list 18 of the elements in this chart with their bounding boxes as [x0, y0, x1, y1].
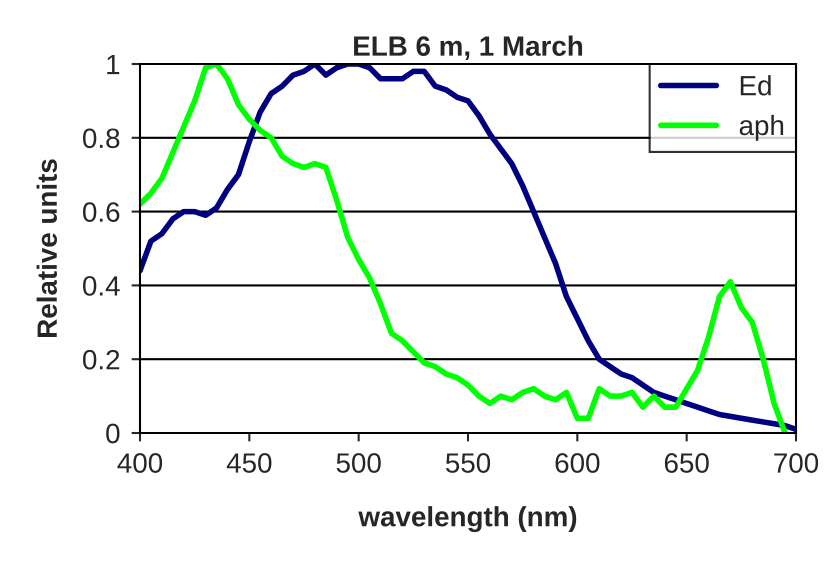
y-tick-label: 0.4 — [83, 276, 120, 296]
y-axis-title: Relative units — [36, 159, 58, 337]
y-tick-label: 1 — [107, 54, 120, 74]
x-tick-label: 450 — [226, 453, 272, 473]
x-tick-label: 700 — [774, 453, 818, 473]
legend-label: Ed — [740, 75, 771, 96]
y-tick-label: 0.2 — [83, 350, 120, 370]
legend-label: aph — [740, 114, 784, 141]
y-tick-label: 0 — [106, 424, 120, 444]
x-axis-title: wavelength (nm) — [358, 506, 576, 532]
x-tick-label: 500 — [336, 453, 381, 473]
y-tick-label: 0.8 — [83, 128, 120, 148]
x-tick-label: 400 — [117, 453, 162, 473]
chart-title: ELB 6 m, 1 March — [354, 36, 582, 60]
y-tick-label: 0.6 — [83, 202, 120, 222]
x-tick-label: 550 — [446, 453, 490, 473]
x-tick-label: 600 — [556, 453, 600, 473]
x-tick-label: 650 — [664, 453, 709, 473]
